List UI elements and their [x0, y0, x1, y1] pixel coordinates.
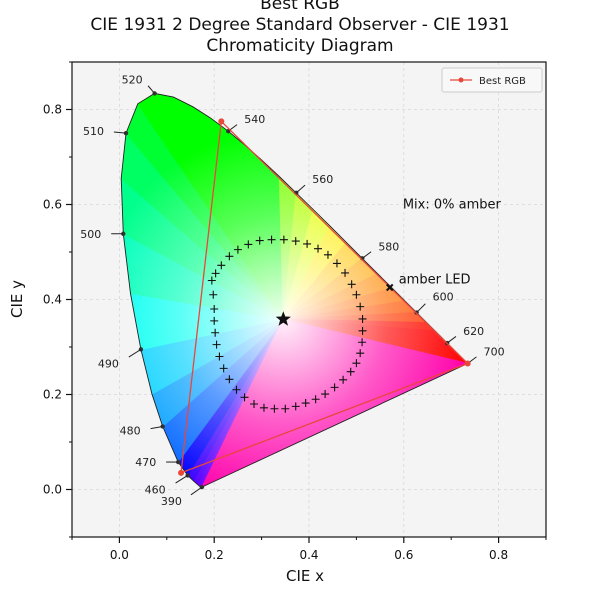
y-tick-label-4: 0.8	[43, 103, 62, 117]
wavelength-label-490: 490	[98, 357, 119, 370]
planckian-marker-14	[281, 404, 290, 413]
wavelength-label-580: 580	[378, 240, 399, 253]
planckian-marker-43	[211, 269, 220, 278]
wavelength-tick-620	[446, 336, 457, 344]
x-axis-label: CIE x	[286, 567, 325, 585]
wavelength-label-500: 500	[80, 228, 101, 241]
planckian-marker-19	[330, 383, 339, 392]
amber-led-marker	[386, 283, 394, 292]
legend-box	[441, 67, 543, 93]
planckian-marker-17	[311, 395, 320, 404]
white-point-star	[275, 311, 291, 326]
series-point-0-2	[178, 469, 185, 476]
x-tick-label-4: 0.8	[489, 548, 508, 562]
planckian-marker-4	[211, 328, 220, 337]
wavelength-label-390: 390	[161, 495, 182, 508]
planckian-marker-23	[356, 349, 365, 358]
planckian-marker-13	[270, 404, 279, 413]
planckian-marker-2	[210, 305, 219, 313]
legend-swatch-point	[458, 77, 464, 83]
planckian-marker-42	[217, 261, 226, 270]
x-tick-label-3: 0.6	[394, 548, 413, 562]
wavelength-tick-600	[416, 303, 426, 313]
series-point-0-1	[218, 118, 225, 125]
wavelength-tick-490	[128, 348, 142, 358]
legend-entry-label: Best RGB	[479, 76, 526, 87]
planckian-marker-33	[314, 244, 323, 253]
x-tick-label-2: 0.4	[299, 548, 318, 562]
y-tick-label-2: 0.4	[43, 293, 62, 307]
wavelength-label-700: 700	[484, 345, 505, 358]
planckian-marker-7	[219, 364, 228, 373]
series-line-0	[180, 119, 469, 474]
wavelength-label-460: 460	[145, 483, 166, 496]
planckian-marker-21	[346, 367, 355, 376]
wavelength-marker-480	[160, 424, 165, 429]
planckian-marker-39	[244, 240, 253, 249]
y-tick-label-1: 0.2	[43, 388, 62, 402]
wavelength-tick-460	[175, 474, 188, 484]
wavelength-label-510: 510	[83, 125, 104, 138]
wavelength-label-480: 480	[120, 424, 141, 437]
planckian-marker-9	[232, 385, 241, 394]
planckian-marker-34	[303, 239, 312, 248]
chart-title-line-2: CIE 1931 2 Degree Standard Observer - CI…	[90, 15, 510, 35]
planckian-marker-1	[209, 290, 218, 299]
planckian-marker-32	[323, 250, 332, 259]
planckian-marker-30	[341, 268, 350, 277]
planckian-marker-5	[212, 340, 221, 349]
wavelength-marker-500	[121, 231, 126, 236]
planckian-marker-25	[358, 326, 367, 335]
planckian-marker-36	[279, 235, 288, 244]
wavelength-label-620: 620	[463, 325, 484, 338]
planckian-marker-8	[225, 375, 234, 384]
wavelength-label-600: 600	[433, 291, 454, 304]
wavelength-tick-390	[190, 486, 203, 496]
planckian-marker-38	[255, 236, 264, 245]
planckian-marker-16	[301, 399, 310, 408]
amber-led-label: amber LED	[399, 272, 471, 287]
mix-annotation: Mix: 0% amber	[403, 198, 502, 213]
planckian-marker-12	[259, 403, 268, 412]
wavelength-tick-560	[295, 184, 306, 194]
y-tick-label-3: 0.6	[43, 198, 62, 212]
planckian-marker-28	[352, 290, 361, 299]
wavelength-label-470: 470	[135, 456, 156, 469]
planckian-marker-10	[240, 393, 249, 402]
wavelength-label-560: 560	[312, 173, 333, 186]
planckian-marker-18	[321, 390, 330, 399]
planckian-marker-40	[233, 245, 242, 254]
chart-title-line-3: Chromaticity Diagram	[206, 36, 394, 56]
x-tick-label-1: 0.2	[205, 548, 224, 562]
wavelength-label-540: 540	[244, 113, 265, 126]
planckian-marker-24	[358, 338, 367, 347]
wavelength-label-520: 520	[122, 73, 143, 86]
planckian-marker-27	[356, 302, 365, 311]
planckian-marker-35	[291, 237, 300, 246]
planckian-marker-26	[358, 314, 367, 323]
wavelength-tick-510	[113, 131, 127, 134]
planckian-marker-0	[207, 276, 216, 285]
planckian-marker-31	[332, 259, 341, 268]
series-point-0-0	[464, 360, 471, 367]
wavelength-tick-580	[362, 251, 372, 259]
planckian-marker-15	[291, 402, 300, 411]
planckian-marker-29	[347, 280, 356, 289]
planckian-marker-37	[267, 235, 276, 244]
wavelength-tick-480	[150, 425, 163, 430]
planckian-marker-41	[225, 252, 234, 261]
y-axis-label: CIE y	[8, 279, 27, 319]
planckian-marker-3	[210, 316, 219, 325]
y-tick-label-0: 0.0	[43, 483, 62, 497]
planckian-marker-11	[250, 400, 259, 408]
x-tick-label-0: 0.0	[110, 548, 129, 562]
chart-title-line-1: Best RGB	[260, 0, 340, 14]
wavelength-tick-520	[147, 85, 155, 94]
planckian-marker-22	[352, 359, 361, 368]
planckian-marker-6	[215, 352, 224, 361]
planckian-marker-20	[339, 375, 348, 384]
